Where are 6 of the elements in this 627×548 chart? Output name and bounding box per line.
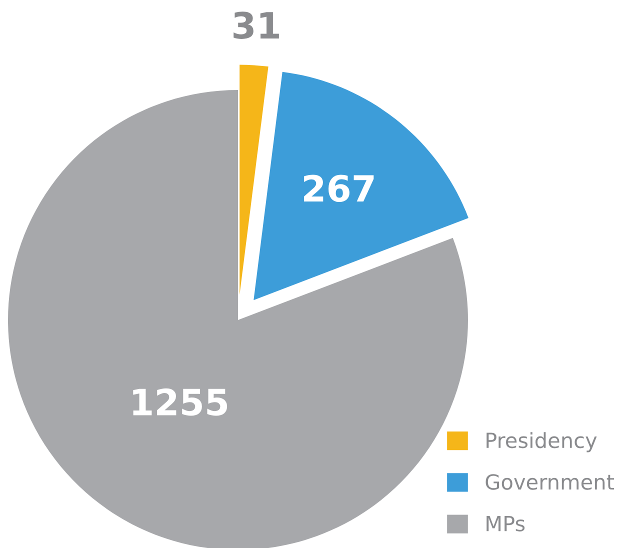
legend-label: Presidency — [486, 432, 597, 452]
data-label: 31 — [234, 12, 279, 39]
data-label: 267 — [304, 174, 374, 202]
legend-label: MPs — [486, 516, 525, 532]
data-label: 1255 — [133, 388, 228, 416]
legend-label: Government — [486, 474, 614, 490]
